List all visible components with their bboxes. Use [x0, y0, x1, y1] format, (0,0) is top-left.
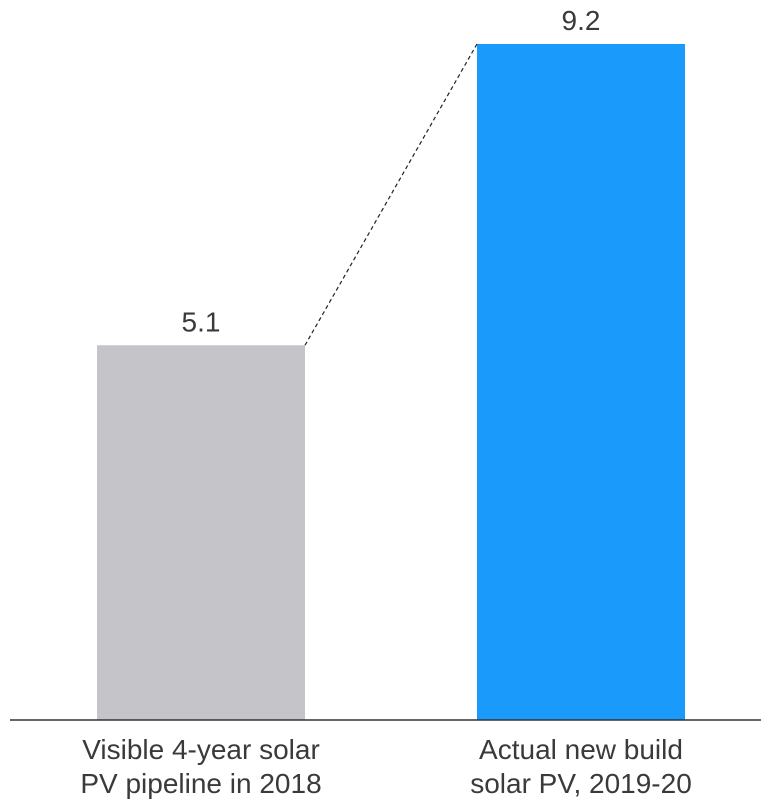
value-labels-group: 5.1 9.2: [182, 5, 601, 337]
category-label-0: Visible 4-year solar PV pipeline in 2018: [80, 734, 322, 799]
value-label-0: 5.1: [182, 306, 221, 337]
bars-group: [97, 44, 685, 720]
bar-1: [477, 44, 685, 720]
bar-0: [97, 345, 305, 720]
value-label-1: 9.2: [562, 5, 601, 36]
connector-dashed-line: [304, 43, 478, 346]
category-label-1: Actual new build solar PV, 2019-20: [470, 734, 692, 799]
